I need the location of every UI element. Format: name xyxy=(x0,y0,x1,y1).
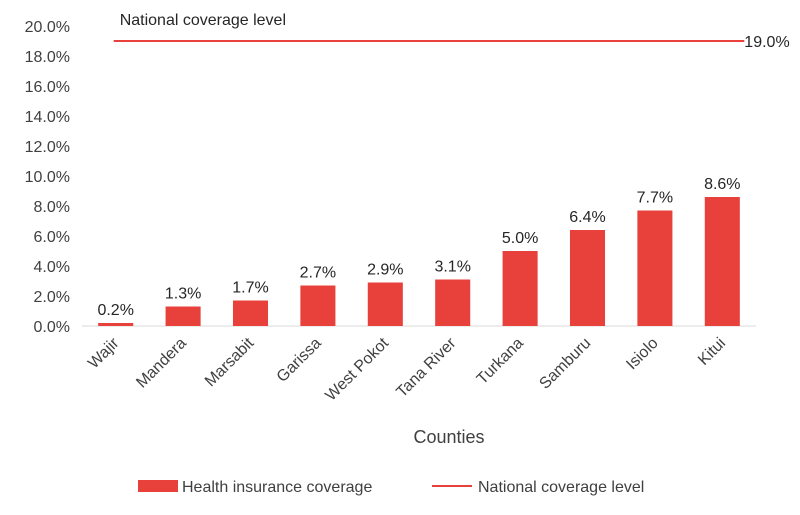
bar xyxy=(637,210,673,326)
y-tick-label: 10.0% xyxy=(25,169,70,186)
legend: Health insurance coverage National cover… xyxy=(138,479,644,496)
data-labels: 0.2% 1.3% 1.7% 2.7% 2.9% 3.1% 5.0% 6.4% 7.7% 8.6% xyxy=(97,176,740,319)
x-tick-label: Garissa xyxy=(274,335,325,386)
bar-value-label: 6.4% xyxy=(569,209,605,226)
x-axis-title: Counties xyxy=(413,427,484,447)
bar xyxy=(502,251,538,326)
y-tick-label: 4.0% xyxy=(34,259,70,276)
y-tick-label: 6.0% xyxy=(34,229,70,246)
y-tick-label: 20.0% xyxy=(25,19,70,36)
x-tick-label: Wajir xyxy=(85,334,123,372)
bar-value-label: 1.3% xyxy=(165,286,201,303)
national-coverage-value-label: 19.0% xyxy=(744,34,789,51)
y-tick-label: 2.0% xyxy=(34,289,70,306)
x-tick-label: Mandera xyxy=(133,335,190,392)
y-tick-label: 12.0% xyxy=(25,139,70,156)
national-coverage-annotation: National coverage level xyxy=(120,12,286,29)
bars xyxy=(98,197,740,326)
x-tick-label: Tana River xyxy=(393,334,460,401)
x-tick-label: Samburu xyxy=(536,335,594,393)
bar xyxy=(165,306,201,326)
legend-label-health-insurance: Health insurance coverage xyxy=(182,479,372,496)
x-tick-label: Isiolo xyxy=(623,335,662,374)
y-tick-label: 8.0% xyxy=(34,199,70,216)
bar-value-label: 8.6% xyxy=(704,176,740,193)
bar xyxy=(704,197,740,326)
y-tick-label: 0.0% xyxy=(34,319,70,336)
x-tick-label: Turkana xyxy=(474,335,527,388)
bar xyxy=(569,230,606,326)
bar xyxy=(232,300,269,326)
bar xyxy=(98,323,134,326)
y-tick-label: 14.0% xyxy=(25,109,70,126)
y-axis: 0.0% 2.0% 4.0% 6.0% 8.0% 10.0% 12.0% 14.0% 16.0%… xyxy=(25,19,70,336)
bar-value-label: 2.7% xyxy=(300,265,336,282)
bar xyxy=(367,282,403,326)
y-tick-label: 16.0% xyxy=(25,79,70,96)
bar-value-label: 5.0% xyxy=(502,230,538,247)
legend-swatch-health-insurance xyxy=(138,480,178,492)
bar-value-label: 0.2% xyxy=(97,302,133,319)
bar xyxy=(435,279,471,326)
y-tick-label: 18.0% xyxy=(25,49,70,66)
x-tick-label: Marsabit xyxy=(202,334,258,390)
x-tick-label: West Pokot xyxy=(322,334,392,404)
bar-value-label: 1.7% xyxy=(232,280,268,297)
bar-value-label: 3.1% xyxy=(434,259,470,276)
bar-value-label: 2.9% xyxy=(367,262,403,279)
x-tick-label: Kitui xyxy=(695,335,729,369)
legend-label-national-coverage: National coverage level xyxy=(478,479,644,496)
bar xyxy=(300,285,336,326)
bar-value-label: 7.7% xyxy=(637,190,673,207)
